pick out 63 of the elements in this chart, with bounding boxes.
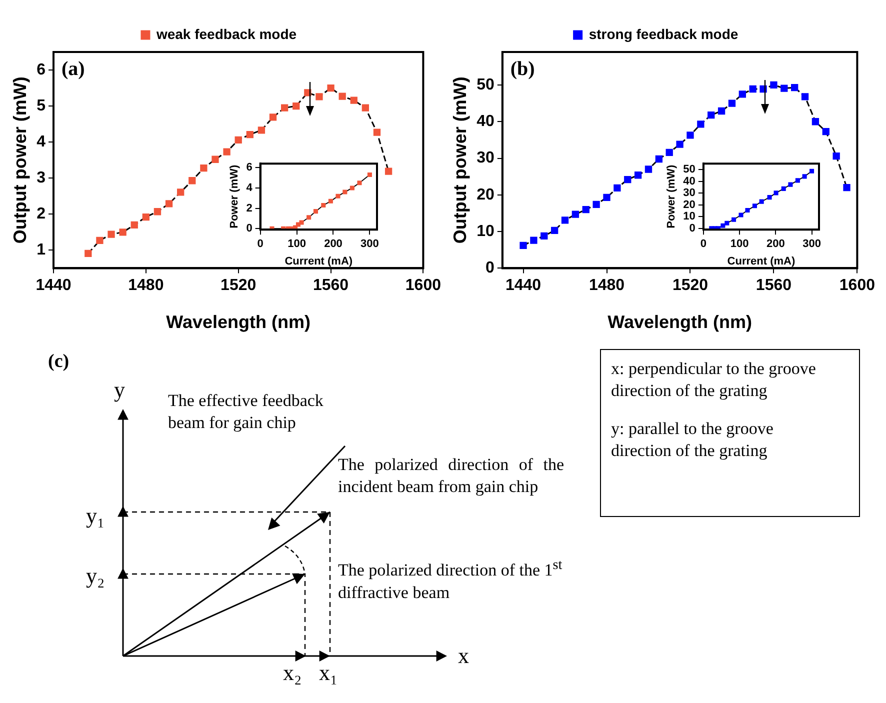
x-tick-label: 1560 xyxy=(756,277,792,294)
y-tick-label: 2 xyxy=(246,202,252,214)
x-axis-title: Current (mA) xyxy=(727,255,796,268)
x-tick-label: 200 xyxy=(766,238,785,250)
x-tick-label: 0 xyxy=(700,238,706,250)
x-tick-label: 1440 xyxy=(505,277,542,294)
y-tick-label: 50 xyxy=(683,164,696,176)
x-tick-label: 1560 xyxy=(312,277,349,294)
x-tick-label: 1520 xyxy=(220,277,256,294)
y-tick-label: 50 xyxy=(476,76,494,94)
y-tick-label: 6 xyxy=(246,162,252,174)
x-axis-title: Wavelength (nm) xyxy=(608,312,752,332)
annotation: (a) xyxy=(62,58,85,80)
y-tick-label: 5 xyxy=(36,97,46,114)
text: (c) xyxy=(48,350,70,374)
y-axis-title: Power (mW) xyxy=(666,164,678,228)
y-tick-label: 4 xyxy=(246,182,254,194)
x-tick-label: 1440 xyxy=(36,277,72,294)
x-tick-label: 1480 xyxy=(128,277,164,294)
y-tick-label: 10 xyxy=(683,210,696,223)
y-tick-label: 30 xyxy=(683,187,696,200)
text: y xyxy=(114,376,126,404)
text: x₂ xyxy=(283,659,303,687)
x-tick-label: 100 xyxy=(730,238,749,250)
outline-box: x: perpendicular to the groove direction of the grating y: parallel to the groove direction of the grating xyxy=(600,349,860,517)
x-axis-title: Current (mA) xyxy=(284,255,353,268)
text: y₁ xyxy=(86,502,106,530)
y-tick-label: 0 xyxy=(689,222,696,234)
x-tick-label: 200 xyxy=(324,238,342,250)
x-tick-label: 1600 xyxy=(405,277,442,294)
y-tick-label: 10 xyxy=(476,222,494,240)
text: The polarized direction of the incident beam from gain chip xyxy=(338,454,564,498)
x-axis-title: Wavelength (nm) xyxy=(166,312,311,332)
x-tick-label: 1600 xyxy=(839,277,876,294)
legend-label: strong feedback mode xyxy=(588,26,738,42)
x-tick-label: 100 xyxy=(288,238,306,250)
y-tick-label: 40 xyxy=(476,113,494,130)
y-tick-label: 0 xyxy=(485,260,494,277)
x-tick-label: 1480 xyxy=(588,277,625,294)
text: x xyxy=(458,642,470,670)
text: y₂ xyxy=(86,562,106,590)
text: The effective feedback beam for gain chip xyxy=(168,390,324,434)
y-tick-label: 6 xyxy=(36,61,46,78)
y-tick-label: 0 xyxy=(246,222,252,235)
y-tick-label: 2 xyxy=(36,206,46,223)
x-tick-label: 1520 xyxy=(672,277,708,294)
y-tick-label: 20 xyxy=(683,198,696,211)
legend-label: weak feedback mode xyxy=(155,26,297,42)
text: x₁ xyxy=(319,659,339,687)
y-tick-label: 40 xyxy=(683,175,696,188)
y-axis-title: Output power (mW) xyxy=(450,76,470,244)
y-tick-label: 20 xyxy=(476,186,494,204)
y-tick-label: 4 xyxy=(36,133,46,150)
x-tick-label: 300 xyxy=(802,238,821,250)
y-tick-label: 1 xyxy=(36,242,46,259)
y-tick-label: 30 xyxy=(476,150,494,167)
y-tick-label: 3 xyxy=(36,170,46,187)
x-tick-label: 0 xyxy=(257,238,264,250)
y-axis-title: Power (mW) xyxy=(228,164,241,228)
annotation: (b) xyxy=(510,58,535,80)
y-axis-title: Output power (mW) xyxy=(10,76,30,244)
text: The polarized direction of the 1$^{st}$ diffractive beam xyxy=(338,557,562,602)
x-tick-label: 300 xyxy=(360,238,379,250)
